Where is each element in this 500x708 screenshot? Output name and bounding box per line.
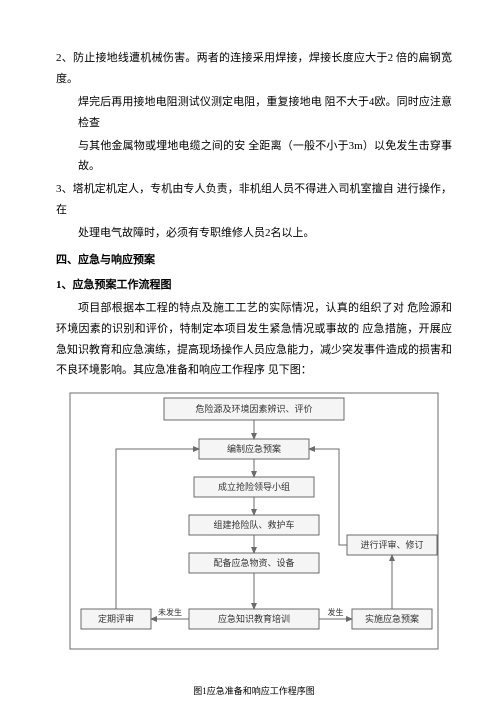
node-review-label: 定期评审 xyxy=(98,613,134,624)
flow-edge xyxy=(116,449,199,609)
node-rescue-label: 组建抢险队、救护车 xyxy=(213,519,294,530)
list-item-2-line-c: 与其他金属物或埋地电缆之间的安 全距离（一般不小于3m）以免发生击穿事故。 xyxy=(56,136,452,178)
heading-4: 四、应急与响应预案 xyxy=(56,250,452,271)
flowchart-caption: 图1应急准备和响应工作程序图 xyxy=(56,683,452,700)
node-train-label: 应急知识教育培训 xyxy=(218,613,290,624)
node-team-label: 成立抢险领导小组 xyxy=(218,481,290,492)
heading-4-1: 1、应急预案工作流程图 xyxy=(56,275,452,296)
list-item-2-line-a: 2、防止接地线遭机械伤害。两者的连接采用焊接，焊接长度应大于2 倍的扁钢宽度。 xyxy=(56,48,452,90)
node-supply-label: 配备应急物资、设备 xyxy=(213,557,294,568)
node-revise-label: 进行评审、修订 xyxy=(360,539,423,550)
label-occur: 发生 xyxy=(328,607,344,617)
flowchart-container: 危险源及环境因素辨识、评价编制应急预案成立抢险领导小组组建抢险队、救护车配备应急… xyxy=(56,391,452,681)
node-identify-label: 危险源及环境因素辨识、评价 xyxy=(195,403,312,414)
node-plan-label: 编制应急预案 xyxy=(227,443,281,454)
paragraph-1: 项目部根据本工程的特点及施工工艺的实际情况，认真的组织了对 危险源和环境因素的识… xyxy=(56,298,452,382)
label-not-occur: 未发生 xyxy=(158,607,182,617)
list-item-3-line-b: 处理电气故障时，必须有专职维修人员2名以上。 xyxy=(56,223,452,244)
node-execute-label: 实施应急预案 xyxy=(365,613,419,624)
list-item-2-line-b: 焊完后再用接地电阻测试仪测定电阻，重复接地电 阻不大于4欧。同时应注意检查 xyxy=(56,92,452,134)
flowchart-svg: 危险源及环境因素辨识、评价编制应急预案成立抢险领导小组组建抢险队、救护车配备应急… xyxy=(64,391,444,681)
list-item-3-line-a: 3、塔机定机定人，专机由专人负责，非机组人员不得进入司机室擅自 进行操作，在 xyxy=(56,179,452,221)
